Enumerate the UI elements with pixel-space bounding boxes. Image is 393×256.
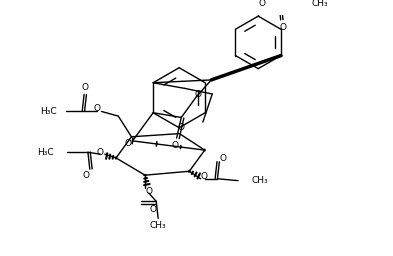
Text: O: O [220, 154, 227, 163]
Text: O: O [93, 104, 100, 113]
Text: O: O [83, 171, 90, 180]
Text: O: O [145, 187, 152, 196]
Text: O: O [201, 172, 208, 182]
Text: CH₃: CH₃ [251, 176, 268, 185]
Text: O: O [171, 141, 178, 150]
Text: O: O [81, 83, 88, 92]
Text: H₃C: H₃C [40, 107, 57, 116]
Text: H₃C: H₃C [37, 148, 54, 157]
Text: CH₃: CH₃ [312, 0, 328, 7]
Text: O: O [178, 123, 185, 133]
Text: O: O [195, 90, 202, 99]
Text: O: O [259, 0, 265, 7]
Text: O: O [124, 139, 131, 148]
Text: O: O [150, 205, 157, 214]
Text: CH₃: CH₃ [150, 221, 167, 230]
Text: O: O [97, 148, 104, 157]
Text: O: O [279, 23, 286, 32]
